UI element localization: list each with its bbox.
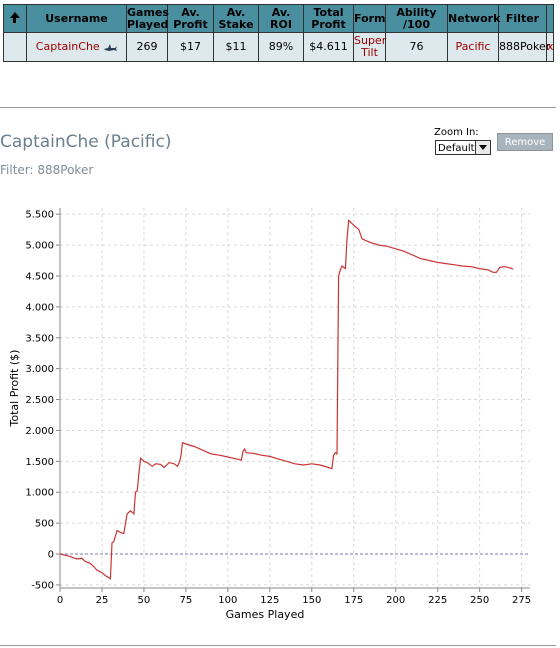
player-title: CaptainChe (Pacific) — [0, 132, 172, 152]
network-cell[interactable]: Pacific — [447, 32, 499, 62]
avroi-cell: 89% — [258, 32, 304, 62]
remove-row-cell[interactable]: x — [546, 32, 554, 62]
ability-cell: 76 — [385, 32, 448, 62]
x-tick-label: 75 — [180, 595, 193, 606]
y-tick-label: 0 — [48, 550, 54, 561]
header-av-roi[interactable]: Av. ROI — [258, 4, 304, 33]
profit-chart: 0 25 50 75 100 125 150 175 200 225 250 275-50005001… — [8, 208, 531, 620]
header-filter[interactable]: Filter — [498, 4, 547, 33]
y-tick-label: 1.000 — [25, 488, 54, 499]
plot-background — [60, 208, 530, 588]
x-tick-label: 125 — [260, 595, 279, 606]
filter-label: Filter: 888Poker — [0, 163, 94, 177]
username-link[interactable]: CaptainChe — [35, 40, 100, 53]
remove-row-link[interactable]: x — [547, 40, 554, 53]
header-av-stake[interactable]: Av. Stake — [213, 4, 259, 33]
chart-series — [59, 219, 514, 580]
x-tick-label: 50 — [138, 595, 151, 606]
filter-cell: 888Poker — [498, 32, 550, 62]
username-cell[interactable]: CaptainChe — [26, 32, 127, 62]
profit-series-line — [59, 219, 514, 580]
x-tick-label: 0 — [57, 595, 63, 606]
y-tick-label: 5.000 — [25, 241, 54, 252]
header-form[interactable]: Form — [353, 4, 386, 33]
y-tick-label: 3.500 — [25, 333, 54, 344]
x-tick-label: 275 — [512, 595, 531, 606]
totalprofit-cell: $4.611 — [303, 32, 354, 62]
chart-grid — [59, 208, 530, 588]
chevron-down-icon — [479, 145, 487, 150]
zoom-select[interactable]: Default — [435, 140, 491, 155]
form-cell: Super Tilt — [353, 32, 386, 62]
y-tick-label: 2.000 — [25, 426, 54, 437]
top-strip — [0, 0, 560, 4]
y-tick-label: 4.500 — [25, 271, 54, 282]
y-tick-label: 2.500 — [25, 395, 54, 406]
zoom-label: Zoom In: — [434, 127, 479, 138]
y-tick-label: 5.500 — [25, 210, 54, 221]
header-ability[interactable]: Ability /100 — [385, 4, 448, 33]
x-tick-label: 100 — [218, 595, 237, 606]
avprofit-cell: $17 — [167, 32, 214, 62]
y-tick-label: -500 — [31, 580, 54, 591]
sort-up-arrow-icon — [10, 11, 20, 23]
y-tick-label: 1.500 — [25, 457, 54, 468]
x-tick-label: 150 — [302, 595, 321, 606]
bottom-divider — [0, 645, 556, 646]
zoom-selected-value: Default — [438, 143, 475, 154]
x-axis-title: Games Played — [226, 608, 305, 620]
x-tick-label: 225 — [428, 595, 447, 606]
header-games-played[interactable]: Games Played — [126, 4, 169, 33]
header-av-profit[interactable]: Av. Profit — [167, 4, 214, 33]
x-tick-label: 200 — [386, 595, 405, 606]
chart-axes — [56, 208, 530, 592]
remove-button[interactable]: Remove — [497, 133, 553, 151]
table-row: CaptainChe 269 $17 $11 89% $4.611 Super … — [3, 32, 554, 62]
row-arrow-cell — [3, 32, 27, 62]
header-total-profit[interactable]: Total Profit — [303, 4, 354, 33]
sort-arrow-header[interactable] — [3, 4, 27, 33]
player-stats-table: Username Games Played Av. Profit Av. Sta… — [3, 4, 554, 62]
section-divider — [0, 107, 556, 108]
header-network[interactable]: Network — [447, 4, 500, 33]
y-axis-title: Total Profit ($) — [8, 350, 21, 428]
y-tick-label: 500 — [35, 519, 54, 530]
header-spacer — [546, 4, 554, 33]
avstake-cell: $11 — [213, 32, 259, 62]
table-header-row: Username Games Played Av. Profit Av. Sta… — [3, 4, 554, 33]
x-tick-label: 250 — [470, 595, 489, 606]
y-tick-label: 4.000 — [25, 302, 54, 313]
y-tick-label: 3.000 — [25, 364, 54, 375]
header-username[interactable]: Username — [26, 4, 127, 33]
x-tick-label: 25 — [96, 595, 109, 606]
x-tick-label: 175 — [344, 595, 363, 606]
shark-icon — [104, 43, 118, 51]
chart-labels: 0 25 50 75 100 125 150 175 200 225 250 275-50005001… — [8, 210, 531, 620]
games-cell: 269 — [126, 32, 168, 62]
zoom-dropdown-button[interactable] — [475, 141, 490, 154]
